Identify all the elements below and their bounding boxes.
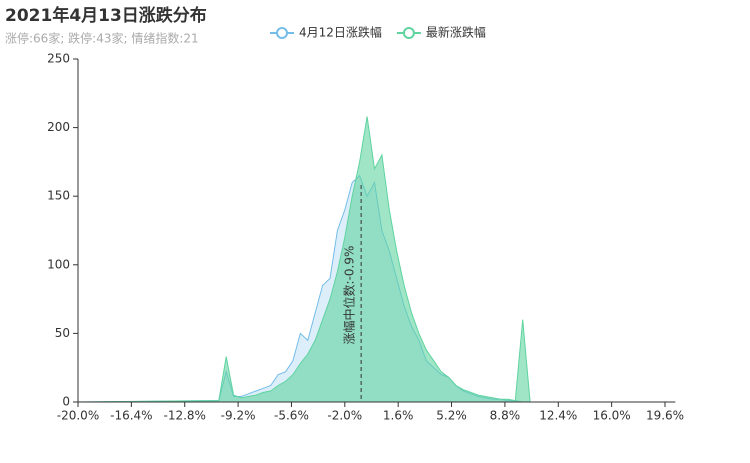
x-tick-label: -20.0% — [57, 409, 99, 423]
y-tick-label: 0 — [62, 395, 70, 409]
x-tick-label: -5.6% — [274, 409, 309, 423]
x-tick-label: 8.8% — [490, 409, 521, 423]
x-tick-label: 12.4% — [539, 409, 577, 423]
x-tick-label: -12.8% — [164, 409, 206, 423]
legend-label: 4月12日涨跌幅 — [299, 25, 382, 40]
x-tick-label: 5.2% — [436, 409, 467, 423]
legend-marker — [402, 27, 415, 39]
legend-item: 最新涨跌幅 — [396, 25, 486, 40]
x-tick-label: 19.6% — [646, 409, 684, 423]
area-fill — [78, 116, 671, 402]
legend-label: 最新涨跌幅 — [426, 25, 486, 40]
y-tick-label: 150 — [47, 189, 70, 203]
y-tick-label: 200 — [47, 120, 70, 134]
y-tick-label: 50 — [55, 326, 70, 340]
y-tick-label: 100 — [47, 257, 70, 271]
x-tick-label: -2.0% — [327, 409, 362, 423]
legend-item: 4月12日涨跌幅 — [270, 25, 382, 40]
x-tick-label: -16.4% — [110, 409, 152, 423]
chart-title: 2021年4月13日涨跌分布 — [5, 5, 207, 26]
y-tick-label: 250 — [47, 52, 70, 66]
legend-marker — [276, 27, 288, 39]
x-tick-label: 16.0% — [593, 409, 631, 423]
x-tick-label: 1.6% — [383, 409, 414, 423]
x-tick-label: -9.2% — [221, 409, 256, 423]
median-label: 涨幅中位数:-0.9% — [342, 246, 357, 345]
area-line — [77, 116, 671, 403]
chart-subtitle: 涨停:66家; 跌停:43家; 情绪指数:21 — [5, 31, 199, 46]
